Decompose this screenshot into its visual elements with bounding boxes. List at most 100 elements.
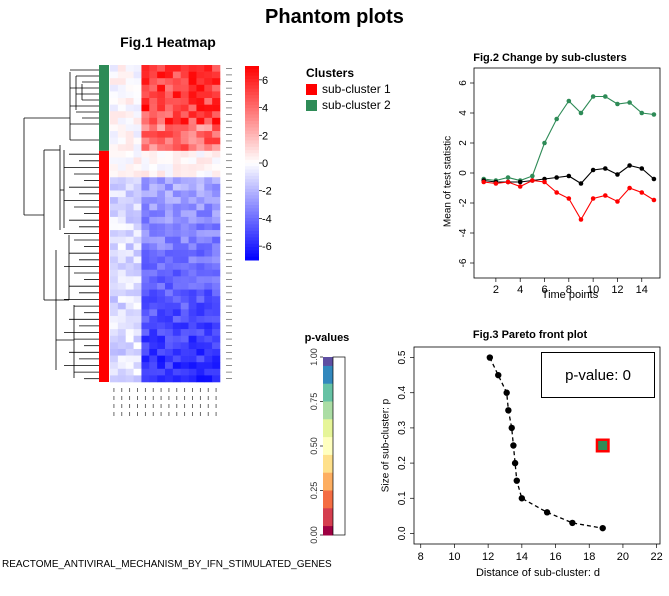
fig2-data-point bbox=[566, 173, 572, 179]
legend-label: sub-cluster 1 bbox=[322, 82, 391, 96]
heatmap-cell bbox=[133, 302, 142, 310]
fig3-xtick-label: 16 bbox=[549, 551, 561, 563]
heatmap-cell bbox=[149, 362, 158, 370]
heatmap-cell bbox=[196, 289, 205, 297]
heatmap-cell bbox=[141, 263, 150, 271]
heatmap-cell bbox=[172, 104, 182, 112]
pvalue-colorbar-segment bbox=[323, 474, 333, 478]
fig2-data-point bbox=[590, 94, 596, 99]
heatmap-cell bbox=[188, 302, 197, 310]
heatmap-cell bbox=[149, 117, 158, 125]
heatmap-cell bbox=[110, 375, 119, 383]
heatmap-cell bbox=[133, 375, 142, 383]
pvalue-colorbar-segment bbox=[323, 508, 333, 512]
heatmap-cell bbox=[165, 236, 174, 244]
heatmap-cell bbox=[188, 309, 197, 317]
pvalue-colorbar-segment bbox=[323, 454, 333, 458]
fig2-data-point bbox=[639, 110, 645, 116]
heatmap-cell bbox=[180, 375, 189, 383]
heatmap-cell bbox=[188, 342, 197, 350]
heatmap-cell bbox=[204, 157, 213, 165]
heatmap-cell bbox=[125, 289, 134, 297]
heatmap-cell bbox=[117, 335, 127, 343]
fig2-ytick-label: 6 bbox=[458, 80, 469, 86]
heat-colorbar-segment bbox=[245, 159, 259, 164]
heatmap-cell bbox=[172, 269, 182, 277]
heatmap-cell bbox=[157, 117, 166, 125]
heatmap-cell bbox=[180, 117, 189, 125]
heatmap-cell bbox=[110, 315, 119, 323]
heatmap-cell bbox=[212, 131, 221, 138]
pvalue-colorbar-segment bbox=[323, 401, 333, 405]
heatmap-cell bbox=[141, 236, 150, 244]
pvalue-colorbar-tick-label: 0.00 bbox=[309, 526, 319, 544]
heatmap-cell bbox=[133, 144, 142, 152]
heatmap-cell bbox=[117, 289, 127, 297]
heatmap-cell bbox=[165, 322, 174, 330]
heatmap-cell bbox=[188, 355, 197, 363]
pvalue-colorbar-segment bbox=[323, 492, 333, 496]
heatmap-cell bbox=[133, 137, 142, 145]
heatmap-cell bbox=[172, 144, 182, 152]
pvalue-colorbar-segment bbox=[323, 461, 333, 465]
pvalue-colorbar-segment bbox=[323, 506, 333, 509]
heatmap-cell bbox=[212, 84, 221, 92]
heatmap-cell bbox=[157, 355, 166, 363]
heat-colorbar-segment bbox=[245, 163, 259, 167]
heatmap-cell bbox=[125, 276, 134, 284]
heatmap-cell bbox=[110, 322, 119, 330]
heatmap-cell bbox=[125, 230, 134, 237]
heat-colorbar-segment bbox=[245, 224, 259, 229]
heat-colorbar-segment bbox=[245, 182, 259, 187]
heatmap-cell bbox=[125, 111, 134, 119]
heatmap-cell bbox=[149, 355, 158, 363]
heatmap-cell bbox=[125, 150, 134, 158]
heatmap-cell bbox=[133, 104, 142, 112]
heatmap-cell bbox=[133, 164, 142, 171]
heatmap-cell bbox=[196, 216, 205, 224]
heatmap-cell bbox=[188, 177, 197, 185]
heatmap-cell bbox=[188, 296, 197, 304]
fig3-ytick-label: 0.3 bbox=[397, 421, 408, 435]
heatmap-cell bbox=[133, 236, 142, 244]
heatmap-cell bbox=[141, 348, 150, 356]
heatmap-cell bbox=[149, 342, 158, 350]
heat-colorbar-segment bbox=[245, 127, 259, 132]
heatmap-cell bbox=[125, 131, 134, 138]
heatmap-cell bbox=[180, 84, 189, 92]
heatmap-cell bbox=[157, 362, 166, 370]
pvalue-colorbar-segment bbox=[323, 421, 333, 425]
heatmap-cell bbox=[204, 329, 213, 337]
heatmap-cell bbox=[188, 375, 197, 383]
heatmap-cell bbox=[149, 210, 158, 218]
heat-colorbar-segment bbox=[245, 240, 259, 245]
heatmap-cell bbox=[141, 117, 150, 125]
pvalue-colorbar-segment bbox=[323, 377, 333, 380]
fig3-xtick-label: 22 bbox=[651, 551, 663, 563]
heatmap-cell bbox=[204, 302, 213, 310]
heat-colorbar-segment bbox=[245, 179, 259, 183]
cluster-bar-subcluster1 bbox=[99, 150, 109, 382]
heatmap-cell bbox=[110, 137, 119, 145]
heat-colorbar-segment bbox=[245, 75, 259, 80]
heatmap-cell bbox=[110, 276, 119, 284]
pvalue-colorbar-segment bbox=[323, 410, 333, 414]
fig3-pareto-point bbox=[569, 519, 576, 527]
pvalue-annotation: p-value: 0 bbox=[565, 366, 631, 384]
heatmap-cell bbox=[180, 256, 189, 264]
pvalue-colorbar-segment bbox=[323, 430, 333, 434]
heatmap-cell bbox=[125, 124, 134, 132]
pvalue-colorbar-segment bbox=[323, 385, 333, 389]
heatmap-cell bbox=[196, 223, 205, 231]
heatmap-cell bbox=[212, 315, 221, 323]
heatmap-cell bbox=[196, 177, 205, 185]
heatmap-cell bbox=[188, 78, 197, 86]
heatmap-cell bbox=[212, 329, 221, 337]
heatmap-cell bbox=[141, 276, 150, 284]
heatmap-cell bbox=[125, 216, 134, 224]
legend-item-subcluster1: sub-cluster 1 bbox=[306, 82, 391, 96]
heatmap-cell bbox=[110, 269, 119, 277]
heatmap-cell bbox=[204, 269, 213, 277]
heatmap-cell bbox=[117, 249, 127, 257]
pvalue-colorbar-segment bbox=[323, 379, 333, 382]
